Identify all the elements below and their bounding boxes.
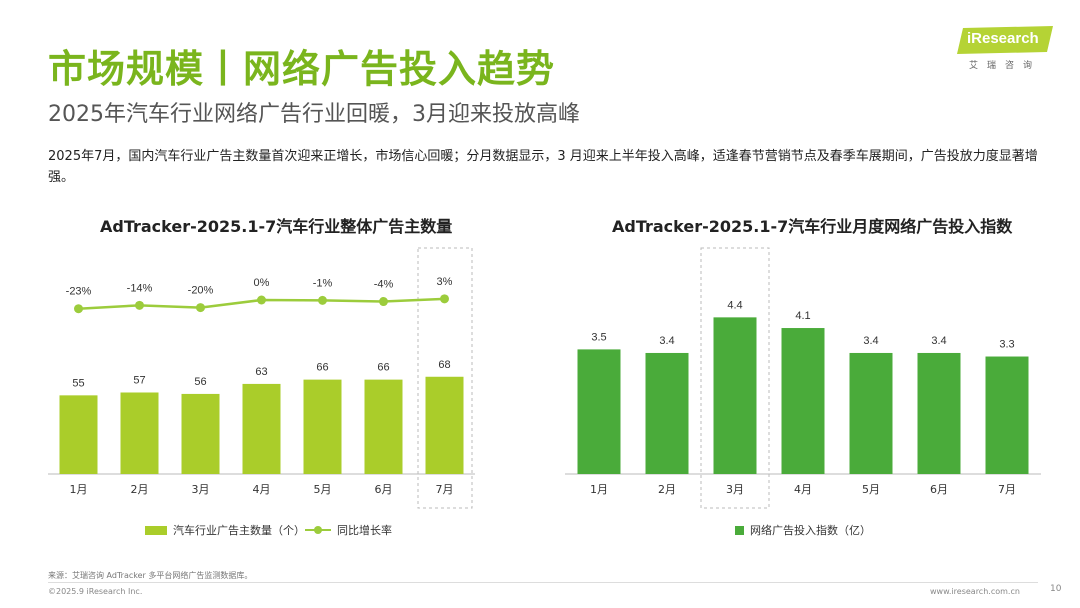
legend-bar-swatch-icon: [145, 525, 167, 535]
chart2-bar-label: 3.4: [863, 335, 878, 347]
page-number: 10: [1050, 584, 1062, 594]
chart2-bar: [917, 352, 961, 474]
chart1-bar-label: 57: [133, 374, 145, 386]
chart1-growth-label: -14%: [127, 282, 153, 294]
chart1-highlight-box: [417, 247, 473, 509]
legend-bar2-swatch-icon: [735, 525, 744, 535]
chart1-x-tick: 4月: [253, 483, 271, 496]
chart1-bar: [181, 393, 220, 474]
logo-subtext: 艾瑞咨询: [969, 61, 1042, 71]
footer-divider: [48, 582, 1038, 583]
chart1-bar-label: 56: [194, 376, 206, 388]
iresearch-logo: iResearch 艾瑞咨询: [955, 26, 1055, 76]
chart1-x-tick: 2月: [131, 483, 149, 496]
chart1-legend-line: 同比增长率: [305, 522, 392, 538]
chart2-bar-label: 3.4: [931, 335, 946, 347]
chart2-bar: [849, 352, 893, 474]
logo-text: iResearch: [967, 30, 1039, 47]
chart1-bar: [59, 395, 98, 474]
chart1-growth-point: [74, 304, 83, 314]
chart1-title: AdTracker-2025.1-7汽车行业整体广告主数量: [100, 217, 453, 236]
chart2-bar-label: 4.4: [727, 299, 742, 311]
chart2-highlight-box: [700, 247, 770, 509]
chart1-bar: [303, 379, 342, 474]
description-text: 2025年7月，国内汽车行业广告主数量首次迎来正增长，市场信心回暖；分月数据显示…: [48, 149, 1038, 185]
source-note: 来源：艾瑞咨询 AdTracker 多平台网络广告监测数据库。: [48, 571, 253, 580]
page-title: 市场规模丨网络广告投入趋势: [48, 47, 556, 91]
chart1-growth-point: [379, 297, 388, 307]
chart2-x-tick: 6月: [930, 483, 948, 496]
page-subtitle: 2025年汽车行业网络广告行业回暖，3月迎来投放高峰: [48, 102, 580, 127]
chart1-x-tick: 6月: [375, 483, 393, 496]
chart2-x-tick: 7月: [998, 483, 1016, 496]
chart1-bar: [120, 392, 159, 474]
chart1-x-tick: 3月: [192, 483, 210, 496]
chart1-x-tick: 1月: [70, 483, 88, 496]
chart2-x-tick: 5月: [862, 483, 880, 496]
legend-bar-label: 汽车行业广告主数量（个）: [173, 524, 305, 537]
chart1-growth-point: [196, 303, 205, 313]
chart2-x-tick: 4月: [794, 483, 812, 496]
chart1-growth-point: [135, 300, 144, 310]
chart1-growth-label: -23%: [66, 286, 92, 298]
chart2-bar: [645, 352, 689, 474]
chart1-bar-label: 66: [377, 362, 389, 374]
footer-url: www.iresearch.com.cn: [930, 587, 1020, 596]
chart1-bar-label: 68: [438, 359, 450, 371]
chart2-bar-label: 3.3: [999, 339, 1014, 351]
chart1-growth-label: 3%: [437, 276, 453, 288]
chart1-growth-point: [318, 295, 327, 305]
chart2-bar: [985, 356, 1029, 474]
chart2-x-tick: 1月: [590, 483, 608, 496]
chart1-growth-label: 0%: [254, 277, 270, 289]
logo-shape-icon: [957, 26, 1053, 54]
chart1-x-tick: 7月: [436, 483, 454, 496]
chart2-bar: [713, 317, 757, 474]
chart1-bar: [242, 383, 281, 474]
chart1-bar-label: 55: [72, 377, 84, 389]
chart1-growth-point: [440, 294, 449, 304]
legend-line-label: 同比增长率: [337, 524, 392, 537]
chart1-bar-label: 63: [255, 366, 267, 378]
chart2-x-tick: 3月: [726, 483, 744, 496]
chart2-bar: [577, 349, 621, 474]
legend-line-swatch-icon: [305, 526, 331, 534]
legend-bar2-label: 网络广告投入指数（亿）: [750, 524, 871, 537]
copyright: ©2025.9 iResearch Inc.: [48, 587, 143, 596]
chart1-growth-label: -1%: [313, 277, 333, 289]
chart1-bar-label: 66: [316, 362, 328, 374]
chart1-x-tick: 5月: [314, 483, 332, 496]
chart2-bar: [781, 328, 825, 474]
chart1-legend-bar: 汽车行业广告主数量（个）: [145, 522, 305, 538]
chart1-growth-label: -20%: [188, 285, 214, 297]
chart1-growth-point: [257, 295, 266, 305]
chart2-bar-label: 3.4: [659, 335, 674, 347]
chart2-legend: 网络广告投入指数（亿）: [735, 522, 871, 538]
chart1-bar: [425, 376, 464, 474]
chart1-growth-label: -4%: [374, 279, 394, 291]
chart2-title: AdTracker-2025.1-7汽车行业月度网络广告投入指数: [612, 217, 1013, 236]
chart2-bar-label: 3.5: [591, 331, 606, 343]
chart2-bar-label: 4.1: [795, 310, 810, 322]
chart2-x-tick: 2月: [658, 483, 676, 496]
chart1-bar: [364, 379, 403, 474]
